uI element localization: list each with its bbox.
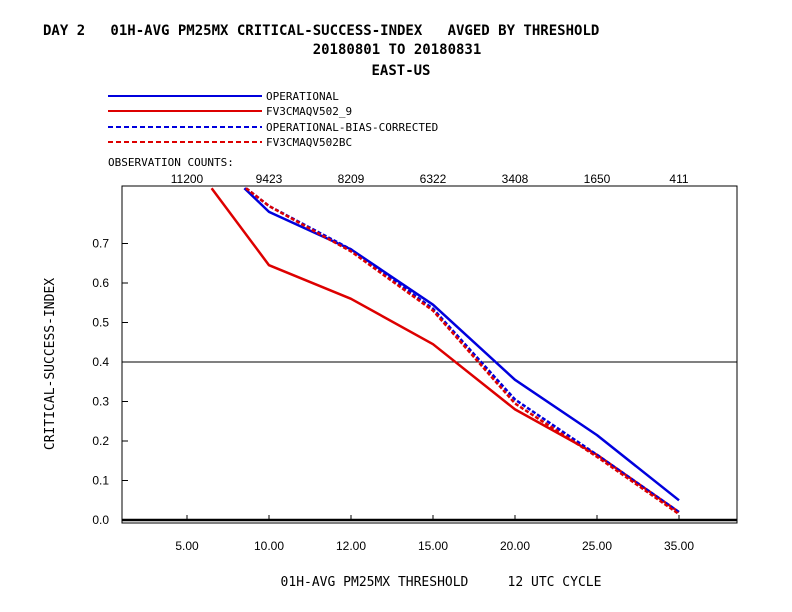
x-axis-label: 01H-AVG PM25MX THRESHOLD 12 UTC CYCLE (281, 575, 602, 590)
y-tick-label: 0.7 (92, 237, 109, 251)
x-tick-label: 15.00 (418, 539, 448, 553)
legend-label-operational: OPERATIONAL (266, 90, 339, 103)
legend-label-operational-bc: OPERATIONAL-BIAS-CORRECTED (266, 121, 438, 134)
legend-label-fv3cmaq-bc: FV3CMAQV502BC (266, 136, 352, 149)
x-tick-label: 5.00 (175, 539, 199, 553)
x-tick-label: 20.00 (500, 539, 530, 553)
y-tick-label: 0.1 (92, 474, 109, 488)
legend: OPERATIONAL FV3CMAQV502_9 OPERATIONAL-BI… (108, 90, 438, 149)
x-axis: 5.00 10.00 12.00 15.00 20.00 25.00 35.00 (122, 515, 737, 553)
observation-count: 6322 (420, 172, 447, 186)
observation-counts-label: OBSERVATION COUNTS: (108, 156, 234, 169)
x-tick-label: 25.00 (582, 539, 612, 553)
plot-frame (121, 185, 738, 524)
observation-count: 1650 (584, 172, 611, 186)
y-tick-label: 0.0 (92, 513, 109, 527)
x-tick-label: 12.00 (336, 539, 366, 553)
observation-count: 411 (669, 172, 688, 186)
y-axis: 0.0 0.1 0.2 0.3 0.4 0.5 0.6 0.7 (92, 237, 128, 527)
chart-title-line3: EAST-US (371, 63, 430, 79)
y-tick-label: 0.3 (92, 395, 109, 409)
series-line-3 (245, 187, 680, 514)
y-tick-label: 0.5 (92, 316, 109, 330)
y-axis-label: CRITICAL-SUCCESS-INDEX (43, 278, 58, 450)
observation-count: 3408 (502, 172, 529, 186)
x-tick-label: 35.00 (664, 539, 694, 553)
series-layer (210, 187, 680, 516)
observation-count: 9423 (256, 172, 283, 186)
chart-title-line2: 20180801 TO 20180831 (313, 42, 482, 58)
observation-count: 11200 (171, 172, 204, 186)
observation-count: 8209 (338, 172, 365, 186)
series-line-4 (245, 187, 680, 516)
y-tick-label: 0.6 (92, 276, 109, 290)
x-tick-label: 10.00 (254, 539, 284, 553)
y-tick-label: 0.4 (92, 355, 109, 369)
series-line-1 (243, 187, 680, 502)
observation-counts: 11200 9423 8209 6322 3408 1650 411 (171, 172, 689, 186)
chart-title-line1: DAY 2 01H-AVG PM25MX CRITICAL-SUCCESS-IN… (43, 23, 599, 39)
y-tick-label: 0.2 (92, 434, 109, 448)
legend-label-fv3cmaq: FV3CMAQV502_9 (266, 105, 352, 118)
